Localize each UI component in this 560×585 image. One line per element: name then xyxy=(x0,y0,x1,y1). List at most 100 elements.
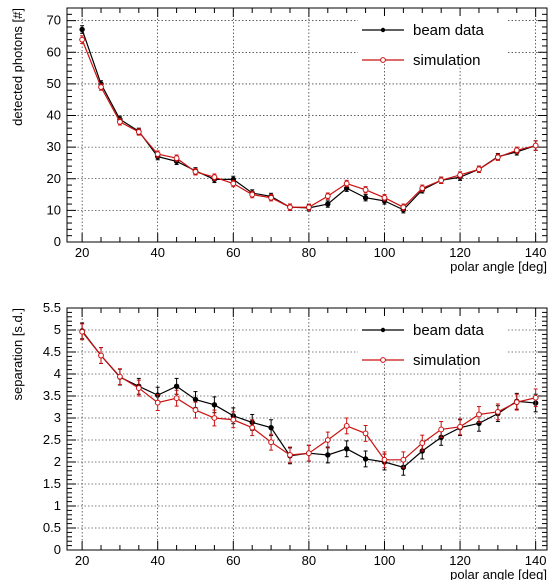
x-tick-label: 80 xyxy=(302,553,316,568)
data-point xyxy=(343,180,350,187)
data-point xyxy=(513,147,520,154)
data-point xyxy=(173,383,180,390)
x-tick-label: 60 xyxy=(226,245,240,260)
data-point xyxy=(532,394,539,401)
data-point xyxy=(438,426,445,433)
x-tick-label: 20 xyxy=(75,245,89,260)
y-tick-label: 70 xyxy=(47,13,61,28)
data-point xyxy=(305,204,312,211)
legend-marker xyxy=(380,357,386,363)
data-point xyxy=(211,415,218,421)
plot-frame xyxy=(66,307,548,551)
y-tick-label: 10 xyxy=(47,202,61,217)
data-point xyxy=(287,204,293,211)
data-point xyxy=(98,84,104,90)
y-tick-label: 20 xyxy=(47,171,61,186)
data-point xyxy=(305,450,312,457)
x-tick-label: 80 xyxy=(302,245,316,260)
x-tick-label: 40 xyxy=(150,245,164,260)
y-tick-label: 50 xyxy=(47,76,61,91)
data-point xyxy=(324,193,331,200)
legend-label: beam data xyxy=(413,322,485,339)
data-point xyxy=(98,352,104,359)
data-point xyxy=(135,129,142,135)
data-point xyxy=(192,168,199,175)
data-point xyxy=(324,437,331,443)
x-axis-label: polar angle [deg] xyxy=(450,567,547,580)
data-point xyxy=(400,204,407,211)
y-tick-label: 1.5 xyxy=(43,476,61,491)
data-point xyxy=(325,201,331,207)
x-axis-label: polar angle [deg] xyxy=(450,259,547,274)
legend-marker xyxy=(380,327,386,333)
data-point xyxy=(79,36,86,43)
y-axis-label: detected photons [#] xyxy=(10,8,25,126)
legend-background xyxy=(358,316,508,364)
chart-panel-2: 20 40 60 80 100 120 140 0 0.5 1 1.5 2 2.5 3 3.5 4 4.5 5 5.… xyxy=(10,300,548,582)
data-point xyxy=(249,191,256,198)
data-point xyxy=(494,154,501,161)
data-point xyxy=(457,423,463,430)
data-point xyxy=(135,385,142,391)
y-tick-label: 60 xyxy=(47,44,61,59)
y-tick-label: 30 xyxy=(47,139,61,154)
data-point xyxy=(381,194,388,201)
legend-label: simulation xyxy=(413,52,481,69)
data-point xyxy=(192,396,199,403)
data-point xyxy=(230,180,237,187)
data-point xyxy=(419,440,426,446)
legend: beam data simulation xyxy=(358,316,508,369)
data-point xyxy=(154,399,161,406)
x-tick-label: 100 xyxy=(374,553,396,568)
y-tick-label: 4.5 xyxy=(43,344,61,359)
x-tick-label: 140 xyxy=(525,553,547,568)
data-point xyxy=(476,411,482,418)
data-point xyxy=(192,407,199,413)
y-tick-label: 3 xyxy=(54,410,61,425)
y-tick-label: 3.5 xyxy=(43,388,61,403)
y-tick-label: 40 xyxy=(47,108,61,123)
y-tick-label: 0 xyxy=(54,234,61,249)
data-point xyxy=(476,166,482,173)
data-point xyxy=(438,177,445,184)
data-point xyxy=(362,195,369,201)
data-point xyxy=(419,185,426,192)
x-tick-label: 120 xyxy=(449,553,471,568)
data-point xyxy=(211,174,218,181)
chart-panel-1: 20 40 60 80 100 120 140 0 10 20 30 40 50 60 70 polar an… xyxy=(10,7,548,274)
data-point xyxy=(211,402,218,408)
data-point xyxy=(362,186,369,193)
legend-marker xyxy=(380,27,386,33)
legend-marker xyxy=(380,57,386,63)
y-tick-label: 0.5 xyxy=(43,520,61,535)
data-point xyxy=(532,142,539,149)
data-point xyxy=(287,452,293,458)
data-point xyxy=(268,194,274,201)
data-point xyxy=(79,328,86,335)
data-point xyxy=(117,373,123,380)
plot-frame xyxy=(66,7,548,243)
data-point xyxy=(268,439,274,446)
data-point xyxy=(457,172,463,178)
data-point xyxy=(268,424,274,431)
y-axis-label: separation [s.d.] xyxy=(10,308,25,401)
legend-label: beam data xyxy=(413,22,485,39)
x-tick-label: 40 xyxy=(150,553,164,568)
data-point xyxy=(117,118,123,125)
data-point xyxy=(154,151,161,157)
x-tick-label: 120 xyxy=(449,245,471,260)
legend-background xyxy=(358,16,508,64)
data-point xyxy=(343,446,350,452)
y-tick-label: 0 xyxy=(54,542,61,557)
x-tick-label: 140 xyxy=(525,245,547,260)
legend: beam data simulation xyxy=(358,16,508,69)
data-point xyxy=(362,430,369,437)
data-point xyxy=(79,26,85,33)
x-tick-label: 100 xyxy=(374,245,396,260)
series-simulation xyxy=(79,35,539,211)
y-tick-label: 5.5 xyxy=(43,300,61,315)
y-tick-label: 2.5 xyxy=(43,432,61,447)
data-point xyxy=(400,456,407,463)
y-tick-label: 5 xyxy=(54,322,61,337)
